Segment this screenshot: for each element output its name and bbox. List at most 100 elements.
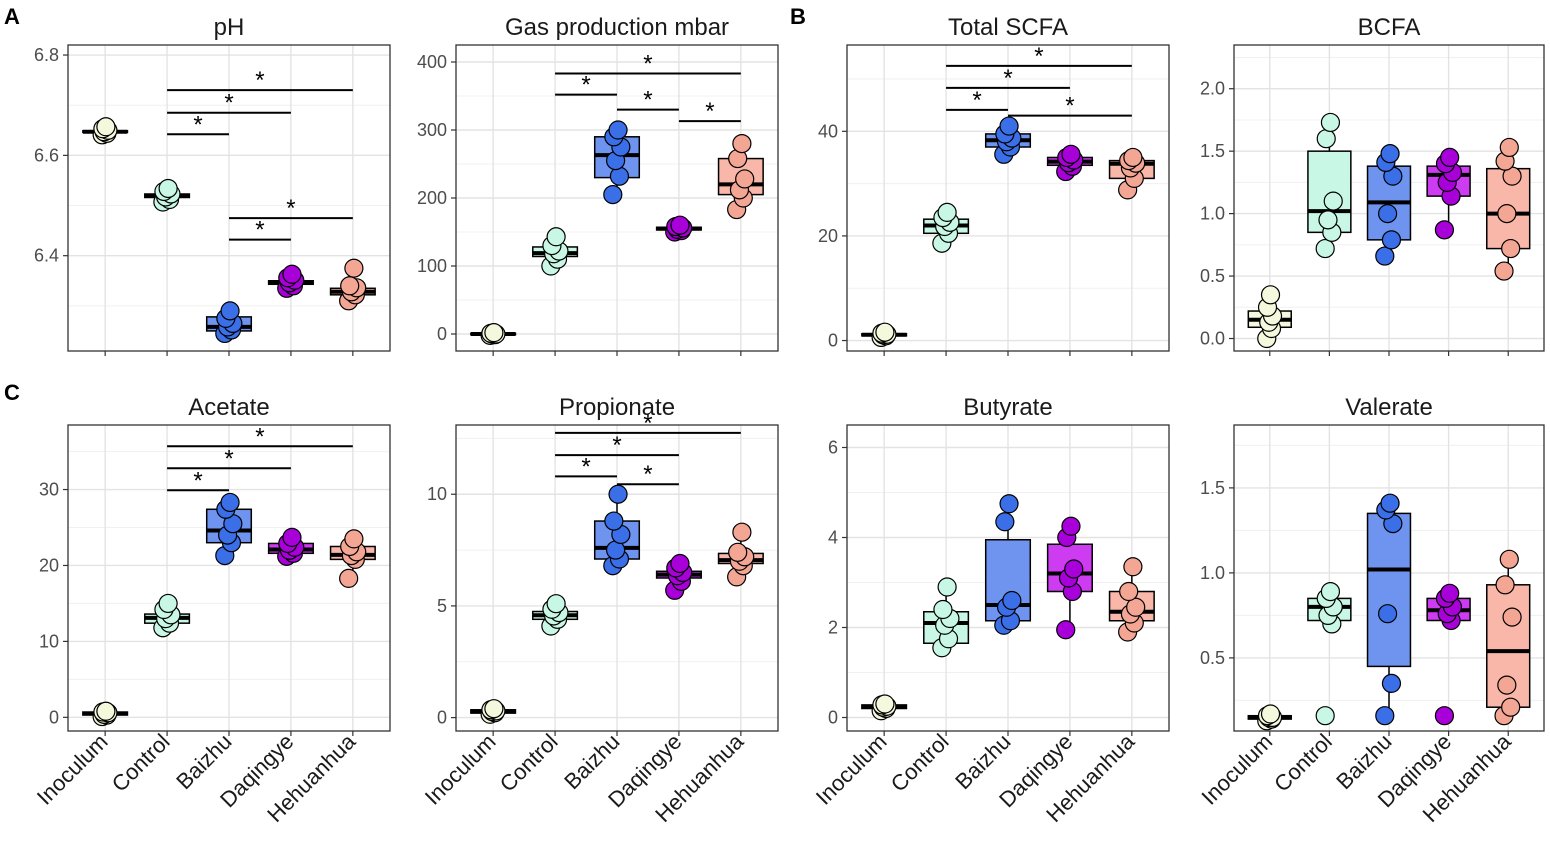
- data-point-inoculum: [875, 322, 895, 342]
- plot-frame: [846, 44, 1170, 352]
- y-tick-label: 1.5: [1200, 478, 1225, 498]
- significance-star: *: [286, 195, 295, 222]
- panel-bcfa: 0.0 0.5 1.0 1.5 2.0 BCFA: [1200, 14, 1545, 356]
- y-tick-label: 0: [828, 708, 838, 728]
- data-point-baizhu: [609, 166, 630, 186]
- panel-title: Propionate: [559, 394, 675, 421]
- data-point-daqingye: [1056, 620, 1076, 640]
- panel-valerate: 0.51.01.5ValerateInoculumControlBaizhuDa…: [1196, 394, 1545, 827]
- data-point-hehuanhua: [1123, 147, 1143, 168]
- data-point-daqingye: [1434, 220, 1455, 240]
- data-point-hehuanhua: [1495, 575, 1515, 595]
- significance-star: *: [972, 87, 981, 114]
- panel-gas-production-mbar: 0 100 200 300 400 * * * * Gas production mbar: [417, 14, 779, 356]
- y-tick-label: 20: [39, 555, 59, 575]
- data-point-baizhu: [999, 494, 1019, 514]
- plot-frame: [455, 44, 779, 352]
- y-tick-label: 40: [818, 121, 838, 141]
- plot-frame: [1233, 424, 1545, 732]
- data-point-control: [546, 227, 566, 247]
- y-tick-label: 6.6: [34, 145, 59, 165]
- panel-ph: 6.4 6.6 6.8 * * * * * pH A: [4, 4, 391, 356]
- panel-title: Gas production mbar: [505, 14, 729, 41]
- data-point-baizhu: [608, 120, 628, 140]
- data-point-daqingye: [670, 215, 690, 235]
- data-point-baizhu: [220, 492, 240, 513]
- panel-butyrate: 0246ButyrateInoculumControlBaizhuDaqingy…: [811, 394, 1170, 827]
- data-point-baizhu: [1380, 493, 1400, 513]
- data-point-inoculum: [96, 701, 116, 721]
- panel-acetate: 0102030***AcetateCInoculumControlBaizhuD…: [4, 380, 391, 827]
- data-point-control: [1315, 238, 1335, 259]
- data-point-daqingye: [282, 264, 302, 284]
- significance-star: *: [1003, 65, 1012, 92]
- plot-frame: [67, 44, 391, 352]
- data-point-hehuanhua: [1126, 597, 1146, 617]
- data-point-hehuanhua: [1119, 581, 1139, 602]
- data-point-baizhu: [608, 484, 628, 504]
- data-point-control: [1323, 191, 1343, 211]
- data-point-control: [1316, 129, 1336, 149]
- panel-title: pH: [214, 14, 245, 41]
- data-point-inoculum: [484, 699, 504, 719]
- data-point-hehuanhua: [1501, 238, 1521, 259]
- data-point-baizhu: [1381, 230, 1402, 250]
- data-point-control: [1318, 210, 1338, 230]
- data-point-baizhu: [1002, 590, 1022, 611]
- data-point-baizhu: [1377, 604, 1398, 624]
- x-tick-label: Inoculum: [811, 729, 892, 810]
- x-tick-label: Inoculum: [1196, 729, 1277, 810]
- data-point-baizhu: [1375, 706, 1395, 726]
- data-point-baizhu: [1381, 673, 1402, 694]
- data-point-hehuanhua: [344, 258, 364, 278]
- y-tick-label: 0.0: [1200, 329, 1225, 349]
- y-tick-label: 100: [417, 256, 447, 276]
- significance-star: *: [1065, 93, 1074, 120]
- data-point-daqingye: [670, 553, 690, 574]
- data-point-hehuanhua: [1494, 261, 1514, 281]
- data-point-baizhu: [220, 301, 240, 321]
- significance-star: *: [643, 51, 652, 78]
- data-point-hehuanhua: [1499, 137, 1519, 158]
- significance-star: *: [255, 67, 264, 94]
- y-tick-label: 6.4: [34, 246, 59, 266]
- significance-star: *: [224, 445, 233, 472]
- significance-star: *: [581, 72, 590, 99]
- y-tick-label: 10: [39, 631, 59, 651]
- data-point-control: [158, 593, 178, 614]
- data-point-hehuanhua: [1497, 204, 1517, 224]
- data-point-daqingye: [1061, 144, 1081, 164]
- data-point-hehuanhua: [735, 169, 755, 189]
- data-point-daqingye: [1440, 147, 1460, 168]
- plot-frame: [455, 424, 779, 732]
- data-point-daqingye: [1434, 706, 1455, 726]
- data-point-baizhu: [1380, 144, 1400, 164]
- y-tick-label: 6: [828, 438, 838, 458]
- box-baizhu: [1366, 512, 1412, 668]
- significance-star: *: [643, 461, 652, 488]
- data-point-hehuanhua: [732, 134, 752, 154]
- y-tick-label: 1.0: [1200, 563, 1225, 583]
- data-point-inoculum: [875, 694, 895, 714]
- y-tick-label: 0.5: [1200, 648, 1225, 668]
- y-tick-label: 300: [417, 120, 447, 140]
- data-point-control: [937, 202, 957, 222]
- data-point-control: [158, 178, 178, 199]
- data-point-hehuanhua: [340, 276, 360, 296]
- data-point-hehuanhua: [1497, 675, 1517, 695]
- data-point-hehuanhua: [728, 542, 748, 562]
- x-tick-label: Control: [495, 729, 563, 797]
- x-tick-label: Control: [886, 729, 954, 797]
- significance-star: *: [581, 453, 590, 480]
- data-point-control: [933, 599, 953, 620]
- y-tick-label: 400: [417, 52, 447, 72]
- data-point-hehuanhua: [732, 522, 752, 542]
- data-point-inoculum: [1260, 704, 1281, 724]
- significance-star: *: [193, 111, 202, 138]
- y-tick-label: 200: [417, 188, 447, 208]
- y-tick-label: 1.0: [1200, 204, 1225, 224]
- significance-star: *: [224, 90, 233, 117]
- data-point-baizhu: [1377, 204, 1398, 224]
- panel-title: Valerate: [1345, 394, 1433, 421]
